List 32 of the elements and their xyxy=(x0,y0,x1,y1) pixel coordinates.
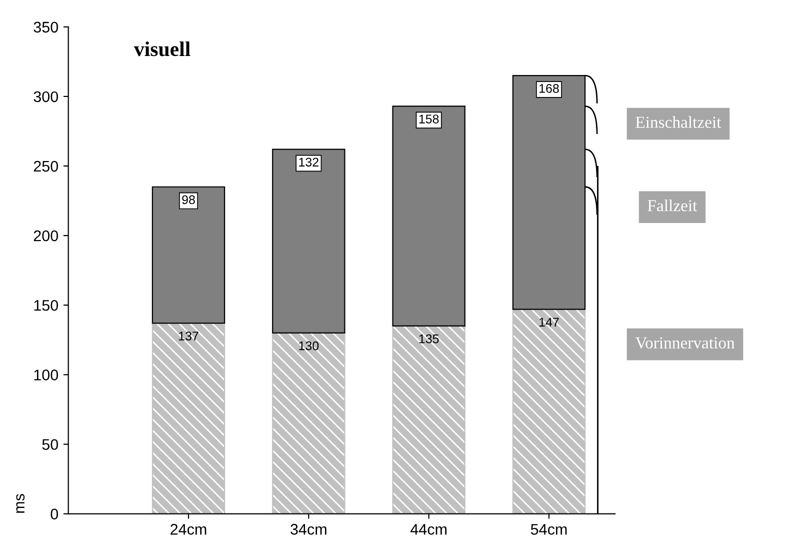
y-tick-label: 150 xyxy=(34,300,58,311)
bar xyxy=(152,186,226,324)
text: Vorinnervation xyxy=(635,337,735,349)
data-label: 98 xyxy=(182,195,195,204)
text: Fallzeit xyxy=(648,200,698,212)
x-tick-label: 44cm xyxy=(410,524,446,535)
data-label: 147 xyxy=(540,318,559,326)
y-tick-label: 50 xyxy=(42,439,58,450)
data-label: 132 xyxy=(299,158,318,167)
data-label: 168 xyxy=(540,84,559,93)
bar xyxy=(272,148,346,334)
bar xyxy=(512,308,586,514)
data-label: 130 xyxy=(299,341,319,350)
data-label: 137 xyxy=(179,332,198,340)
x-tick-label: 34cm xyxy=(290,524,326,535)
y-tick-label: 250 xyxy=(34,160,58,172)
x-tick-label: 54cm xyxy=(530,524,567,535)
data-label: 158 xyxy=(419,114,439,124)
text: visuell xyxy=(134,42,190,56)
bar xyxy=(152,322,226,514)
bar xyxy=(272,332,346,514)
x-tick-label: 24cm xyxy=(170,524,206,535)
text: Einschaltzeit xyxy=(636,116,722,128)
y-tick-label: 100 xyxy=(34,370,58,380)
data-label: 135 xyxy=(419,334,439,344)
y-tick-label: 200 xyxy=(34,230,58,242)
y-tick-label: 0 xyxy=(50,508,58,520)
y-tick-label: 300 xyxy=(34,91,58,102)
y-axis-title: ms xyxy=(16,494,25,513)
y-tick-label: 350 xyxy=(34,22,58,33)
bar xyxy=(392,325,466,514)
bar xyxy=(392,106,466,327)
